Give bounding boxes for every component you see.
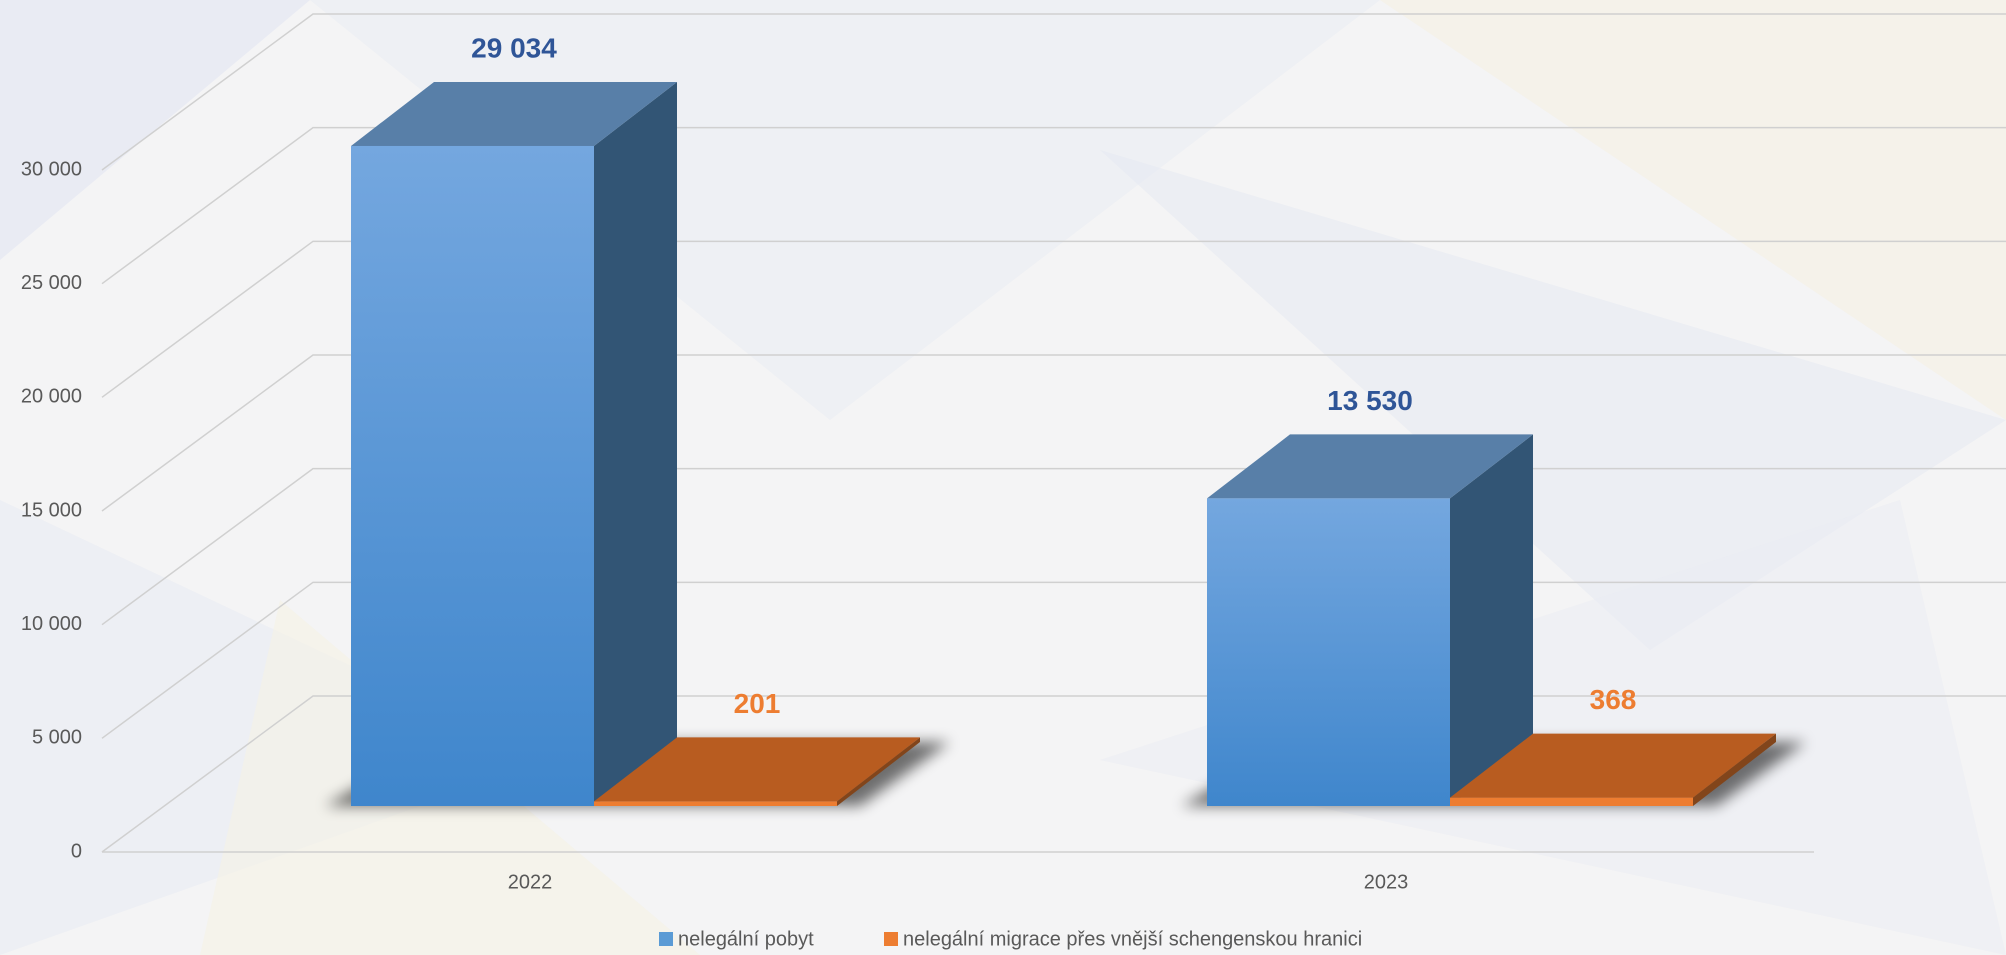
bar-top bbox=[1450, 733, 1776, 798]
y-tick-label: 20 000 bbox=[21, 386, 82, 408]
y-tick-label: 5 000 bbox=[32, 727, 82, 749]
y-tick-label: 15 000 bbox=[21, 499, 82, 521]
y-tick-label: 10 000 bbox=[21, 613, 82, 635]
grid-line bbox=[101, 240, 2006, 398]
bar bbox=[1450, 733, 1776, 806]
grid-line bbox=[101, 126, 2006, 285]
legend-label: nelegální migrace přes vnější schengensk… bbox=[903, 928, 1362, 950]
data-label: 29 034 bbox=[471, 32, 557, 63]
bar-side bbox=[594, 81, 677, 807]
bar-side bbox=[837, 737, 920, 806]
bar-front bbox=[594, 801, 837, 806]
legend-swatch bbox=[884, 932, 898, 946]
y-tick-label: 0 bbox=[71, 840, 82, 862]
bar-side bbox=[1450, 434, 1533, 806]
x-tick-label: 2022 bbox=[508, 871, 553, 893]
x-tick-label: 2023 bbox=[1364, 871, 1409, 893]
bar bbox=[594, 737, 920, 806]
legend-label: nelegální pobyt bbox=[678, 928, 814, 950]
data-label: 201 bbox=[734, 688, 781, 719]
y-tick-label: 25 000 bbox=[21, 272, 82, 294]
data-label: 368 bbox=[1590, 684, 1637, 715]
data-label: 13 530 bbox=[1327, 385, 1413, 416]
bar-front bbox=[351, 145, 594, 807]
y-tick-label: 30 000 bbox=[21, 158, 82, 180]
bar bbox=[1207, 434, 1533, 806]
bar-front bbox=[1450, 797, 1693, 806]
bar-top bbox=[594, 737, 920, 802]
bar-top bbox=[1207, 434, 1533, 499]
legend: nelegální pobyt nelegální migrace přes vn… bbox=[659, 928, 1362, 950]
bar-top bbox=[351, 81, 677, 146]
grid-line bbox=[101, 354, 2006, 512]
legend-swatch bbox=[659, 932, 673, 946]
bar-front bbox=[1207, 498, 1450, 806]
grid-line bbox=[101, 13, 2006, 171]
bar bbox=[351, 81, 677, 807]
bar-side bbox=[1693, 733, 1776, 806]
